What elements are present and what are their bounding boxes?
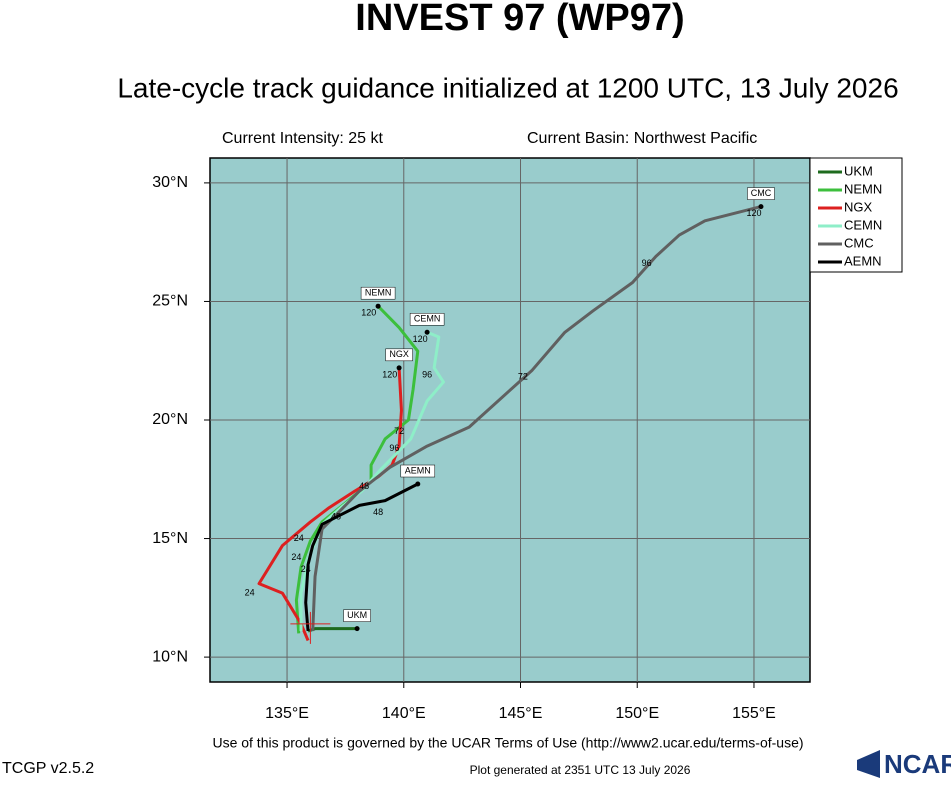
generated: Plot generated at 2351 UTC 13 July 2026: [470, 763, 691, 777]
track-end: [375, 303, 381, 309]
hour-label: 120: [361, 308, 376, 318]
legend-label: CEMN: [844, 217, 882, 232]
track-label-box: [343, 609, 371, 622]
hour-label: 72: [394, 426, 404, 436]
version: TCGP v2.5.2: [2, 760, 94, 777]
track-end: [354, 626, 360, 632]
y-tick-label: 20°N: [152, 411, 188, 428]
x-tick-label: 135°E: [265, 705, 309, 722]
track-label-box: [385, 348, 413, 362]
hour-label: 120: [382, 369, 397, 379]
hour-label: 24: [301, 564, 311, 574]
track-end: [396, 365, 402, 371]
legend-label: CMC: [844, 235, 874, 250]
y-tick-label: 25°N: [152, 293, 188, 310]
legend-label: AEMN: [844, 253, 882, 268]
legend-label: NEMN: [844, 181, 882, 196]
hour-label: 96: [642, 258, 652, 268]
track-label: AEMN: [405, 465, 431, 475]
track-label: UKM: [347, 610, 367, 620]
hour-label: 24: [294, 533, 304, 543]
track-label-box: [400, 464, 436, 478]
basin: Current Basin: Northwest Pacific: [527, 130, 757, 147]
track-label-box: [747, 187, 775, 200]
terms: Use of this product is governed by the U…: [212, 735, 803, 751]
logo-mark: [857, 750, 880, 778]
chart-title: INVEST 97 (WP97): [355, 0, 684, 39]
x-tick-label: 140°E: [382, 705, 426, 722]
track-label: CMC: [751, 188, 772, 198]
hour-label: 72: [518, 372, 528, 382]
intensity: Current Intensity: 25 kt: [222, 130, 384, 147]
legend-label: UKM: [844, 163, 873, 178]
track-line: [304, 482, 419, 632]
track-label: NGX: [389, 349, 409, 359]
logo: NCAR: [884, 749, 951, 779]
hour-label: 48: [359, 481, 369, 491]
y-tick-label: 30°N: [152, 174, 188, 191]
track-label: NEMN: [365, 288, 392, 298]
plot-content: UKM NEMN NGX CEMN CMC AEMN 72 96 120 120 120 96 120 7…: [210, 158, 810, 682]
hour-label: 120: [746, 208, 761, 218]
legend-label: NGX: [844, 199, 873, 214]
x-tick-label: 150°E: [615, 705, 659, 722]
y-tick-label: 15°N: [152, 530, 188, 547]
track-label-box: [360, 286, 396, 300]
legend: [809, 157, 903, 273]
hour-label: 24: [291, 552, 301, 562]
track-end: [424, 329, 430, 335]
x-tick-label: 145°E: [499, 705, 543, 722]
chart-subtitle: Late-cycle track guidance initialized at…: [117, 72, 898, 103]
hour-label: 120: [413, 334, 428, 344]
hour-label: 48: [373, 507, 383, 517]
hour-label: 48: [331, 512, 341, 522]
track-line: [294, 305, 420, 634]
track-label-box: [409, 313, 445, 326]
x-tick-label: 155°E: [732, 705, 776, 722]
track-line: [257, 367, 403, 642]
track-label: CEMN: [414, 314, 441, 324]
y-tick-label: 10°N: [152, 648, 188, 665]
hour-label: 24: [245, 587, 255, 597]
hour-label: 96: [422, 369, 432, 379]
track-end: [758, 204, 764, 210]
hour-label: 96: [389, 443, 399, 453]
track-end: [415, 481, 421, 487]
